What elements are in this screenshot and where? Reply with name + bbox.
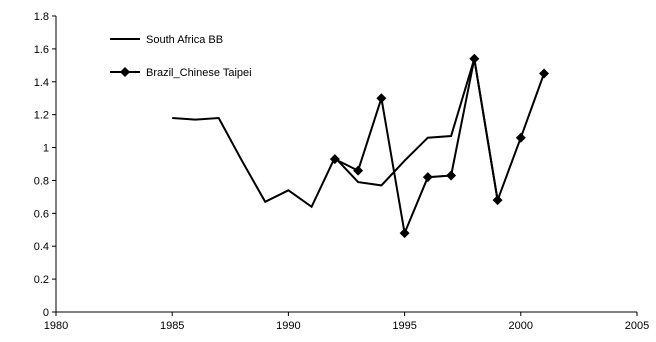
- y-tick-label: 1.2: [34, 110, 49, 122]
- x-axis: 1980 1985 1990 1995 2000 2005: [44, 311, 649, 332]
- legend-marker: [120, 67, 130, 77]
- data-point: [376, 93, 387, 104]
- y-tick-label: 1.6: [34, 44, 49, 56]
- x-tick-label: 1980: [44, 320, 68, 332]
- data-point: [492, 195, 503, 206]
- series-line-1: [334, 58, 545, 237]
- data-point: [469, 53, 480, 64]
- data-point: [515, 132, 526, 143]
- data-point: [539, 68, 550, 79]
- x-tick-label: 2005: [625, 320, 649, 332]
- x-tick-label: 2000: [509, 320, 533, 332]
- y-tick-label: 1.8: [34, 11, 49, 23]
- legend: South Africa BB Brazil_Chinese Taipei: [110, 34, 252, 79]
- x-tick-label: 1995: [392, 320, 416, 332]
- y-tick-label: 0.2: [34, 274, 49, 286]
- series-line-0: [172, 58, 499, 209]
- legend-label-0: South Africa BB: [146, 34, 223, 46]
- y-tick-label: 0.6: [34, 208, 49, 220]
- x-tick-label: 1990: [276, 320, 300, 332]
- y-tick-label: 1.4: [34, 77, 49, 89]
- data-point: [422, 172, 433, 183]
- data-point: [353, 165, 364, 176]
- data-point: [446, 170, 457, 181]
- y-axis: 0 0.2 0.4 0.6 0.8 1 1.2 1.4 1.6 1.8: [34, 11, 57, 319]
- y-tick-label: 1: [43, 143, 49, 155]
- x-tick-label: 1985: [160, 320, 184, 332]
- data-point: [329, 154, 340, 165]
- y-tick-label: 0.8: [34, 175, 49, 187]
- y-tick-label: 0.4: [34, 241, 49, 253]
- legend-label-1: Brazil_Chinese Taipei: [146, 67, 252, 79]
- data-point: [399, 228, 410, 239]
- series-layer: [172, 53, 550, 239]
- y-tick-label: 0: [43, 307, 49, 319]
